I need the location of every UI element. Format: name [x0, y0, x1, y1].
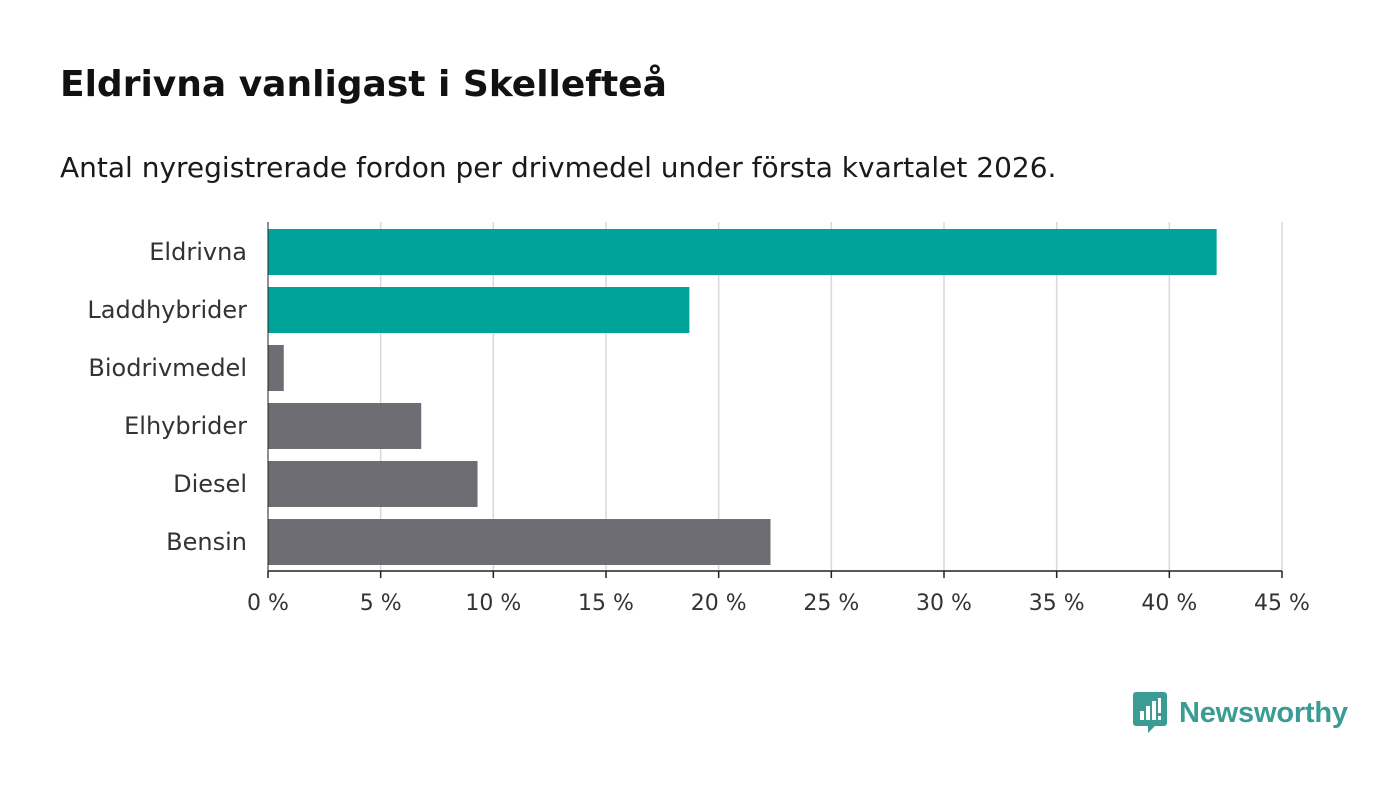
x-tick-label: 40 % — [1141, 591, 1197, 616]
bar-laddhybrider — [268, 287, 690, 333]
bar-diesel — [268, 461, 478, 507]
bar-eldrivna — [268, 229, 1217, 275]
x-tick-label: 0 % — [247, 591, 289, 616]
category-labels: Eldrivna Laddhybrider Biodrivmedel Elhybrid… — [87, 238, 247, 556]
category-label: Diesel — [173, 470, 247, 498]
category-label: Bensin — [166, 528, 247, 556]
bar-bensin — [268, 519, 771, 565]
category-label: Biodrivmedel — [88, 354, 247, 382]
x-tick-label: 30 % — [916, 591, 972, 616]
newsworthy-logo-icon — [1133, 692, 1167, 733]
x-tick-label: 20 % — [691, 591, 747, 616]
x-tick-label: 35 % — [1029, 591, 1085, 616]
category-label: Elhybrider — [124, 412, 247, 440]
newsworthy-logo-text: Newsworthy — [1179, 696, 1348, 729]
x-tick-label: 5 % — [360, 591, 402, 616]
newsworthy-logo: Newsworthy — [1133, 692, 1348, 734]
category-label: Eldrivna — [149, 238, 247, 266]
x-axis: 0 % 5 % 10 % 15 % 20 % 25 % 30 % 35 % 40 % 45 % — [247, 222, 1310, 616]
grid-lines — [379, 222, 1283, 571]
bar-elhybrider — [268, 403, 422, 449]
x-tick-label: 15 % — [578, 591, 634, 616]
x-tick-label: 10 % — [465, 591, 521, 616]
x-tick-label: 45 % — [1254, 591, 1310, 616]
x-tick-label: 25 % — [803, 591, 859, 616]
chart-subtitle: Antal nyregistrerade fordon per drivmede… — [60, 151, 1057, 184]
category-label: Laddhybrider — [87, 296, 247, 324]
chart-title: Eldrivna vanligast i Skellefteå — [60, 64, 667, 105]
bars — [268, 229, 1217, 565]
bar-biodrivmedel — [268, 345, 284, 391]
